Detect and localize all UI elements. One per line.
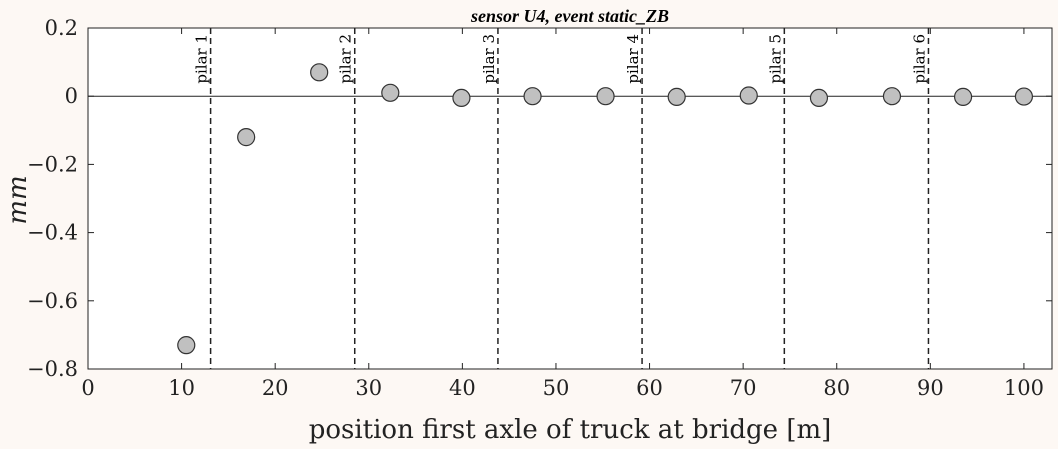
pillar-lines: pilar 1 pilar 2 pilar 3 pilar 4 pilar 5 pilar… [193,28,930,369]
data-point-2 [237,128,256,147]
data-point-7 [596,87,615,106]
chart-title: sensor U4, event static_ZB [470,6,669,26]
data-point-8 [667,87,686,106]
y-tick-label: −0.4 [27,221,78,245]
data-point-5 [452,88,471,108]
x-tick-label: 0 [81,376,94,400]
pillar-label-2: pilar 2 [337,34,355,84]
data-point-4 [381,83,400,102]
data-point-1 [177,336,196,355]
data-point-9 [739,86,758,105]
plot-area [87,27,1053,370]
y-tick-label: −0.2 [27,152,78,176]
pillar-label-3: pilar 3 [480,34,498,84]
x-tick-label: 80 [823,376,850,400]
x-tick-label: 60 [636,376,663,400]
x-tick-label: 100 [1004,376,1044,400]
y-tick-label: −0.8 [27,357,78,381]
data-point-11 [882,87,902,106]
x-tick-label: 30 [355,376,382,400]
pillar-label-6: pilar 6 [910,34,928,84]
data-point-12 [953,87,973,106]
y-axis-label: mm [3,175,33,224]
data-point-6 [523,87,542,106]
axis-ticks: 0 10 20 30 40 50 60 70 80 90 100 0.2 0 −0.2 −0.4 −0.6 −0… [27,16,1052,400]
x-tick-label: 20 [262,376,289,400]
x-tick-label: 40 [449,376,476,400]
data-point-13 [1014,87,1034,106]
y-tick-label: 0 [65,84,78,108]
y-tick-label: −0.6 [27,289,78,313]
pillar-label-4: pilar 4 [624,34,642,84]
x-tick-label: 10 [168,376,195,400]
x-tick-label: 90 [917,376,944,400]
y-tick-label: 0.2 [45,16,78,40]
data-point-3 [310,63,329,82]
pillar-label-1: pilar 1 [193,34,211,84]
x-tick-label: 50 [543,376,570,400]
data-points [177,63,1034,355]
data-point-10 [809,88,829,108]
x-tick-label: 70 [730,376,757,400]
pillar-label-5: pilar 5 [766,34,784,84]
x-axis-label: position first axle of truck at bridge [… [309,415,832,445]
